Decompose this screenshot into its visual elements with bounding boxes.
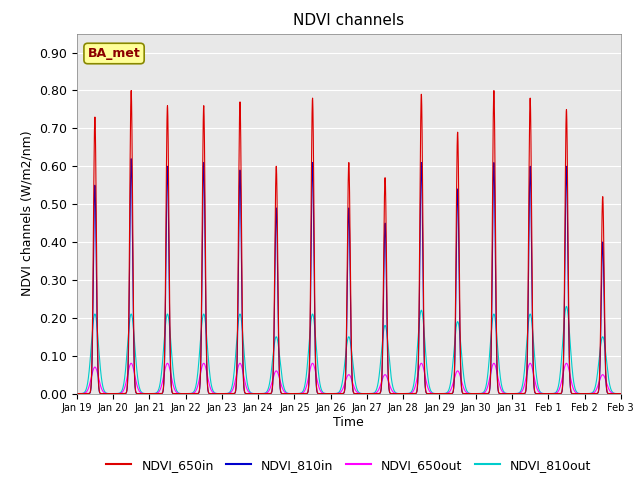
- NDVI_650in: [184, 391, 191, 396]
- NDVI_650in: [617, 391, 625, 396]
- Line: NDVI_810in: NDVI_810in: [77, 159, 621, 394]
- NDVI_810out: [501, 390, 509, 396]
- NDVI_650out: [184, 391, 191, 396]
- NDVI_650out: [617, 391, 625, 396]
- NDVI_810in: [501, 391, 509, 396]
- Line: NDVI_810out: NDVI_810out: [77, 306, 621, 394]
- NDVI_810in: [424, 391, 431, 396]
- NDVI_810out: [424, 374, 431, 380]
- NDVI_810in: [580, 391, 588, 396]
- NDVI_810out: [254, 391, 262, 396]
- NDVI_810out: [73, 391, 81, 396]
- NDVI_810out: [615, 391, 623, 396]
- NDVI_810out: [617, 391, 625, 396]
- NDVI_810in: [276, 388, 284, 394]
- NDVI_810in: [617, 391, 625, 396]
- NDVI_650out: [73, 391, 81, 396]
- NDVI_810in: [184, 391, 191, 396]
- Line: NDVI_650in: NDVI_650in: [77, 91, 621, 394]
- NDVI_810in: [189, 391, 197, 396]
- NDVI_810out: [276, 362, 284, 368]
- NDVI_810out: [189, 390, 197, 396]
- X-axis label: Time: Time: [333, 416, 364, 429]
- NDVI_650in: [189, 391, 197, 396]
- NDVI_650out: [189, 390, 197, 396]
- NDVI_650out: [615, 391, 623, 396]
- NDVI_650in: [580, 391, 588, 396]
- Y-axis label: NDVI channels (W/m2/nm): NDVI channels (W/m2/nm): [20, 131, 33, 297]
- Legend: NDVI_650in, NDVI_810in, NDVI_650out, NDVI_810out: NDVI_650in, NDVI_810in, NDVI_650out, NDV…: [101, 454, 596, 477]
- NDVI_650out: [276, 379, 284, 385]
- Title: NDVI channels: NDVI channels: [293, 13, 404, 28]
- NDVI_650in: [276, 388, 284, 394]
- NDVI_650out: [327, 391, 335, 396]
- NDVI_650in: [127, 88, 135, 94]
- NDVI_810out: [184, 391, 191, 396]
- NDVI_810in: [127, 156, 135, 162]
- NDVI_810out: [563, 303, 570, 309]
- NDVI_650out: [127, 360, 135, 366]
- NDVI_650in: [424, 391, 431, 396]
- NDVI_810in: [73, 391, 81, 396]
- Line: NDVI_650out: NDVI_650out: [77, 363, 621, 394]
- NDVI_650in: [501, 391, 509, 396]
- NDVI_650in: [73, 391, 81, 396]
- NDVI_650in: [615, 391, 623, 396]
- Text: BA_met: BA_met: [88, 47, 140, 60]
- NDVI_650out: [424, 385, 432, 391]
- NDVI_650out: [501, 391, 509, 396]
- NDVI_810in: [615, 391, 623, 396]
